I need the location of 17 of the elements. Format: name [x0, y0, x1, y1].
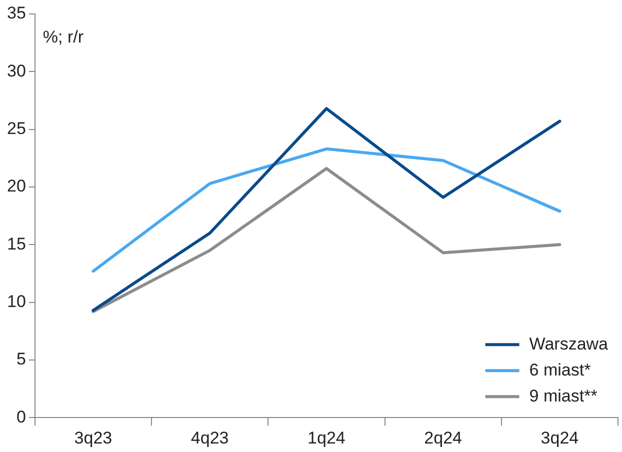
legend-label: 9 miast**	[529, 386, 598, 406]
legend-label: Warszawa	[529, 334, 609, 354]
x-tick-label: 3q24	[540, 428, 579, 448]
x-tick-label: 3q23	[74, 428, 112, 448]
y-tick-label: 0	[16, 407, 26, 426]
legend-label: 6 miast*	[529, 360, 592, 380]
y-axis-title: %; r/r	[42, 28, 84, 47]
y-tick-label: 15	[6, 234, 26, 254]
y-tick-label: 20	[6, 176, 26, 196]
x-tick-label: 4q23	[190, 428, 229, 448]
y-tick-label: 5	[16, 350, 26, 369]
y-tick-label: 35	[6, 4, 26, 23]
y-tick-label: 25	[6, 119, 26, 138]
x-tick-label: 1q24	[308, 428, 346, 448]
y-tick-label: 10	[6, 292, 26, 311]
x-tick-label: 2q24	[424, 428, 462, 448]
y-tick-label: 30	[6, 61, 26, 80]
